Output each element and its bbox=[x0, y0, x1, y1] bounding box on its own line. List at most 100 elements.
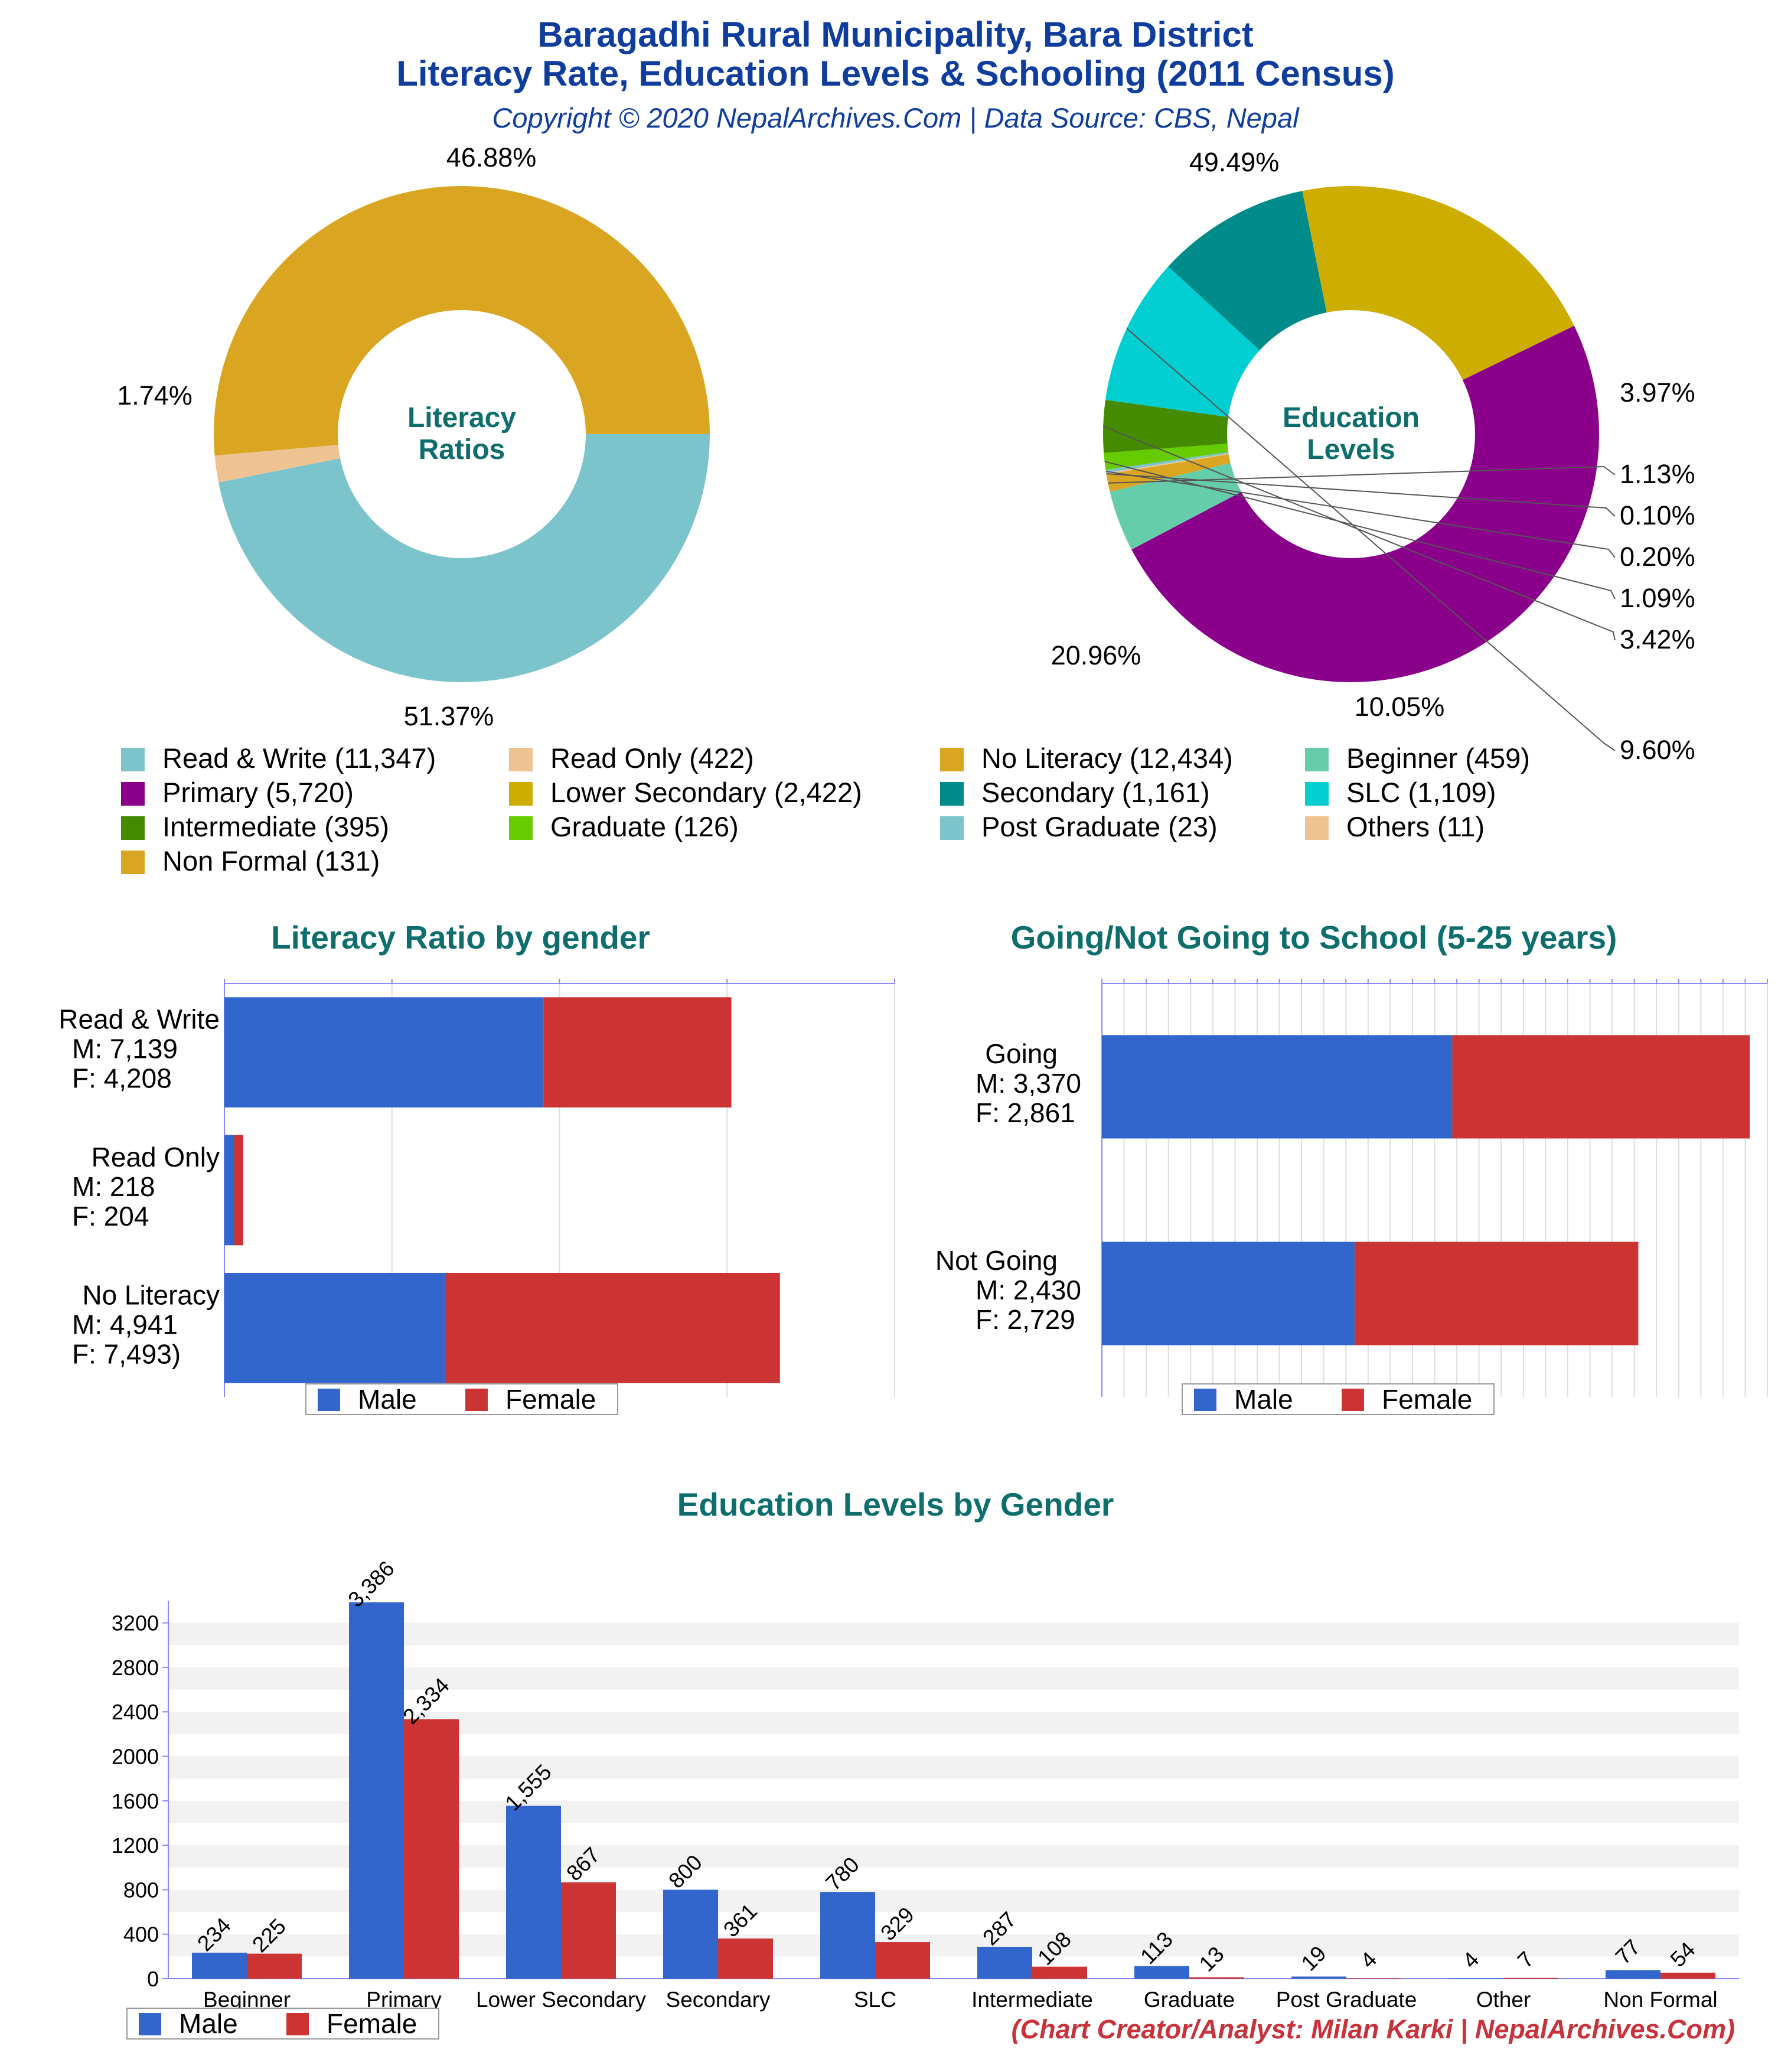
bar-female bbox=[247, 1953, 302, 1979]
category-label: F: 4,208 bbox=[72, 1063, 172, 1094]
legend-label-male: Male bbox=[358, 1384, 417, 1415]
slice-leader-line bbox=[1104, 461, 1616, 600]
x-tick-label: Non Formal bbox=[1603, 1988, 1717, 2012]
y-tick-label: 1200 bbox=[112, 1833, 159, 1858]
legend-item-label: SLC (1,109) bbox=[1346, 777, 1496, 808]
slice-post-graduate bbox=[1105, 452, 1229, 473]
legend-item-label: Primary (5,720) bbox=[162, 777, 354, 808]
category-label: M: 3,370 bbox=[976, 1068, 1081, 1099]
slice-pct-label: 9.60% bbox=[1620, 735, 1695, 765]
category-label: M: 4,941 bbox=[72, 1309, 178, 1340]
legend-item-label: Read Only (422) bbox=[550, 742, 754, 774]
slice-lower-secondary bbox=[1302, 186, 1574, 380]
legend-label-female: Female bbox=[327, 2008, 417, 2039]
slice-leader-line bbox=[1108, 465, 1616, 484]
bar-male bbox=[349, 1602, 404, 1979]
legend-swatch-male bbox=[318, 1389, 340, 1411]
legend-swatch-female bbox=[1342, 1389, 1364, 1411]
x-tick-label: Post Graduate bbox=[1276, 1988, 1417, 2012]
page-subtitle: Copyright © 2020 NepalArchives.Com | Dat… bbox=[492, 102, 1299, 133]
bar-male bbox=[1102, 1242, 1355, 1346]
bar-male bbox=[1102, 1035, 1453, 1139]
slice-leader-line bbox=[1106, 473, 1616, 517]
legend-swatch-male bbox=[1194, 1389, 1216, 1411]
bar-female bbox=[1354, 1242, 1639, 1346]
slice-pct-label: 20.96% bbox=[1051, 640, 1141, 670]
legend-swatch bbox=[121, 851, 145, 874]
x-tick-label: Intermediate bbox=[971, 1988, 1093, 2012]
bar-female bbox=[1660, 1972, 1715, 1979]
slice-pct-label: 46.88% bbox=[446, 142, 537, 172]
slice-leader-line bbox=[1105, 471, 1616, 558]
legend: Male Female bbox=[1182, 1383, 1495, 1415]
bar-male bbox=[1606, 1970, 1660, 1979]
bar-female bbox=[445, 1273, 780, 1383]
slice-pct-label: 0.10% bbox=[1620, 500, 1695, 530]
slice-leader-line bbox=[1126, 328, 1616, 751]
bar-male bbox=[977, 1946, 1032, 1979]
bar-female bbox=[718, 1939, 773, 1979]
legend-box bbox=[1182, 1383, 1495, 1415]
bar-female bbox=[1346, 1978, 1401, 1979]
bar-male bbox=[506, 1806, 561, 1979]
legend-box bbox=[126, 2008, 439, 2040]
y-tick-label: 1600 bbox=[112, 1789, 159, 1813]
legend-swatch-female bbox=[286, 2013, 309, 2035]
donut-center-label: Education bbox=[1283, 402, 1420, 434]
slice-graduate bbox=[1104, 443, 1229, 470]
grid-band bbox=[168, 1623, 1739, 1646]
bar-male bbox=[192, 1952, 247, 1979]
legend-swatch bbox=[940, 748, 964, 771]
legend-swatch bbox=[121, 816, 145, 840]
slice-slc bbox=[1105, 266, 1260, 417]
legend-swatch-female bbox=[465, 1389, 488, 1411]
donut-center-label: Levels bbox=[1307, 434, 1395, 465]
bar-female bbox=[1503, 1977, 1558, 1979]
category-label: M: 2,430 bbox=[976, 1275, 1081, 1305]
bar-female bbox=[543, 997, 732, 1107]
x-tick-label: Other bbox=[1476, 1988, 1531, 2012]
bar-female bbox=[404, 1719, 459, 1979]
bar-female bbox=[1189, 1977, 1244, 1979]
category-label: F: 204 bbox=[72, 1201, 149, 1232]
legend-label-male: Male bbox=[179, 2008, 238, 2039]
bar-female bbox=[1032, 1966, 1087, 1979]
legend-item-label: No Literacy (12,434) bbox=[981, 742, 1233, 774]
x-tick-label: Secondary bbox=[666, 1988, 771, 2012]
education-gender-title: Education Levels by Gender bbox=[677, 1486, 1114, 1523]
y-tick-label: 0 bbox=[147, 1967, 159, 1991]
slice-read-only bbox=[214, 445, 341, 483]
slice-pct-label: 1.74% bbox=[117, 380, 193, 411]
bar-male bbox=[224, 1135, 234, 1246]
slice-intermediate bbox=[1103, 399, 1229, 453]
legend-swatch bbox=[1305, 782, 1329, 806]
legend-item-label: Post Graduate (23) bbox=[981, 811, 1218, 842]
donut-center-label: Literacy bbox=[407, 402, 516, 434]
y-tick-label: 2000 bbox=[112, 1745, 159, 1769]
legend-item-label: Others (11) bbox=[1346, 811, 1485, 842]
bar-male bbox=[224, 1273, 445, 1383]
legend-swatch bbox=[940, 816, 964, 840]
legend-swatch bbox=[509, 782, 533, 806]
y-tick-label: 400 bbox=[123, 1923, 159, 1947]
slice-pct-label: 49.49% bbox=[1189, 147, 1280, 177]
x-tick-label: SLC bbox=[854, 1988, 896, 2012]
category-label: Not Going bbox=[935, 1245, 1058, 1276]
y-tick-label: 2800 bbox=[112, 1656, 159, 1680]
slice-pct-label: 51.37% bbox=[404, 701, 494, 731]
y-tick-label: 3200 bbox=[112, 1611, 159, 1636]
slice-primary bbox=[1131, 325, 1599, 682]
bar-female bbox=[1452, 1035, 1750, 1139]
slice-pct-label: 3.42% bbox=[1620, 624, 1695, 654]
legend-label-female: Female bbox=[1382, 1384, 1472, 1415]
legend-box bbox=[305, 1383, 618, 1415]
bar-male bbox=[1291, 1976, 1346, 1979]
legend-swatch bbox=[121, 782, 145, 806]
legend-item-label: Graduate (126) bbox=[550, 811, 739, 842]
school-going-title: Going/Not Going to School (5-25 years) bbox=[1010, 919, 1617, 956]
bar-male bbox=[820, 1892, 875, 1979]
legend-swatch-male bbox=[139, 2013, 161, 2035]
